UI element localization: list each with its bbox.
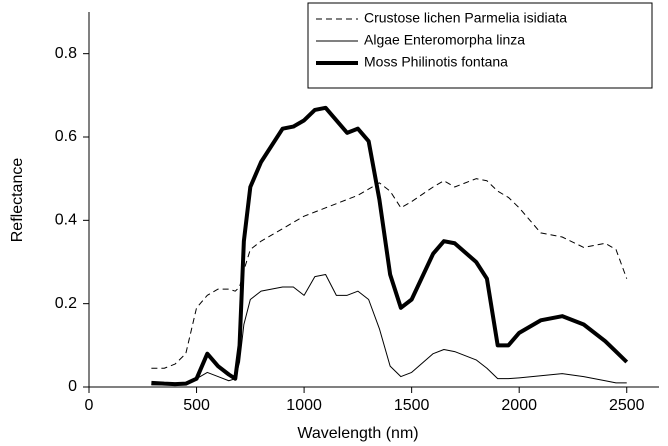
y-tick-label: 0.2 — [55, 295, 77, 312]
series-line — [151, 178, 628, 369]
y-tick-label: 0 — [68, 378, 77, 395]
series-line — [151, 105, 629, 387]
series-line — [151, 274, 627, 386]
legend-box — [307, 2, 653, 89]
legend-label: Moss Philinotis fontana — [364, 54, 508, 70]
y-tick-label: 0.6 — [55, 128, 77, 145]
y-tick-label: 0.4 — [55, 212, 77, 229]
y-tick-label: 0.8 — [55, 45, 77, 62]
legend-label: Algae Enteromorpha linza — [364, 32, 525, 48]
x-tick-label: 0 — [85, 397, 94, 414]
x-tick-label: 1500 — [394, 397, 430, 414]
x-tick-label: 500 — [183, 397, 210, 414]
legend-label: Crustose lichen Parmelia isidiata — [364, 10, 567, 26]
x-tick-label: 2500 — [609, 397, 645, 414]
x-tick-label: 2000 — [501, 397, 537, 414]
x-axis-label: Wavelength (nm) — [297, 425, 418, 442]
y-axis-label: Reflectance — [9, 158, 26, 243]
x-tick-label: 1000 — [286, 397, 322, 414]
